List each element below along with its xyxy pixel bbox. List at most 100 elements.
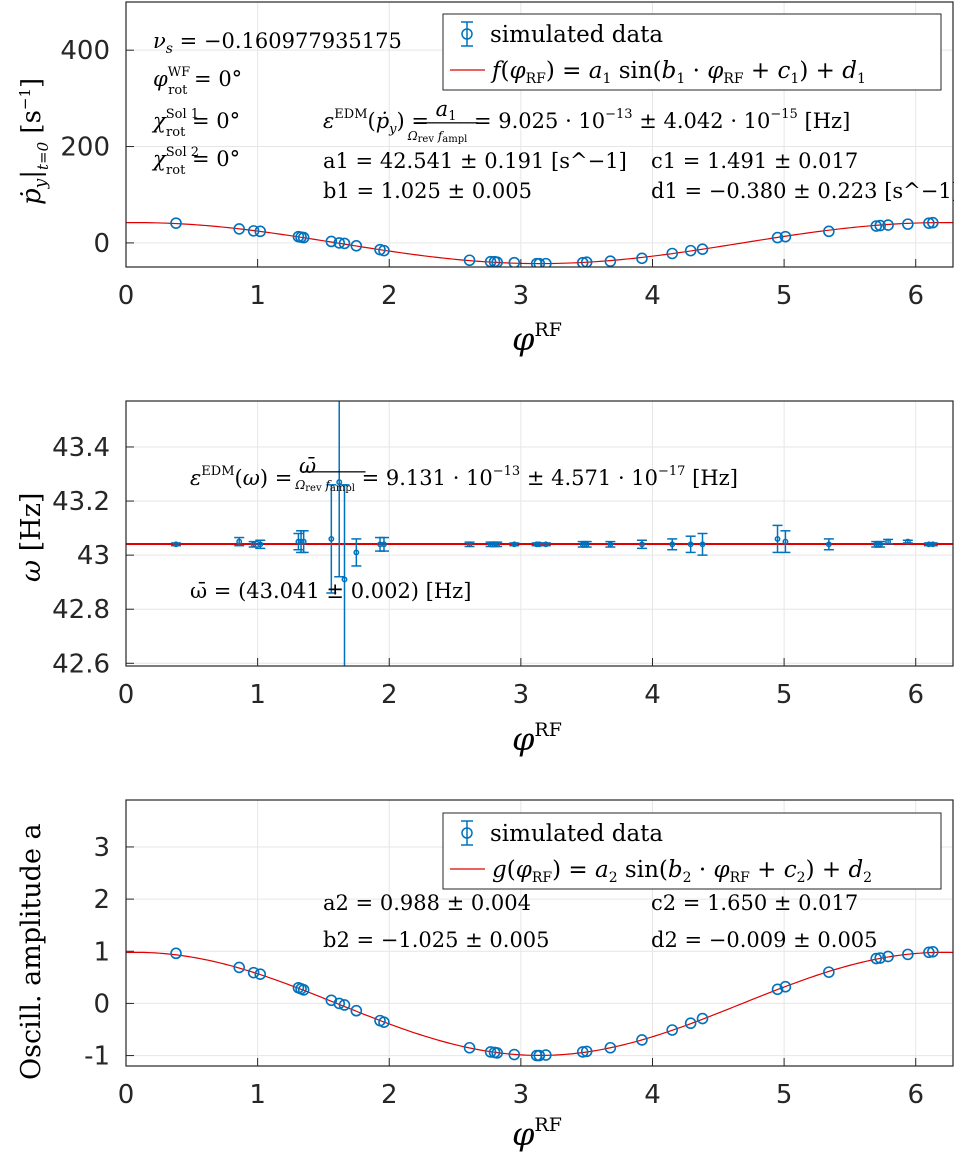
data-point: [533, 1049, 546, 1062]
marker: [233, 961, 245, 974]
data-point: [463, 1041, 476, 1054]
data-point: [326, 484, 337, 594]
annotation-c2: c2 = 1.650 ± 0.017: [651, 891, 858, 915]
y-tick-label: 3: [93, 833, 110, 863]
data-point: [338, 237, 351, 250]
x-tick-label: 6: [907, 1080, 924, 1110]
data-point: [170, 947, 182, 960]
data-point: [927, 216, 939, 229]
marker: [639, 541, 645, 548]
panel-1-legend: simulated data f(φRF) = a1 sin(b1 · φRF …: [442, 13, 942, 91]
data-point: [298, 530, 309, 554]
data-point: [247, 225, 260, 237]
legend-simulated-data-2: simulated data: [490, 821, 663, 847]
x-tick-label: 3: [513, 281, 530, 311]
panel-3-axes-box: [125, 799, 954, 1067]
data-point: [491, 1047, 503, 1059]
marker: [297, 984, 310, 996]
marker: [687, 541, 694, 548]
data-point: [666, 1024, 679, 1036]
marker: [536, 541, 543, 548]
data-point: [580, 256, 593, 267]
data-point: [923, 217, 935, 229]
y-tick-label: 43: [77, 541, 110, 571]
marker: [247, 225, 260, 237]
data-point: [923, 946, 935, 959]
y-tick-label: 200: [60, 133, 110, 163]
x-tick-label: 4: [644, 281, 661, 311]
marker: [173, 541, 179, 548]
marker: [484, 1046, 497, 1058]
data-point: [297, 984, 310, 996]
marker: [325, 235, 338, 248]
marker: [542, 541, 549, 548]
annotation-edm-pdot: εEDM(ṗy) = a1─────── Ωrev fampl = 9.025 ·…: [323, 97, 850, 145]
marker: [338, 999, 351, 1011]
data-point: [350, 240, 363, 252]
marker: [466, 541, 473, 548]
data-point: [902, 538, 913, 545]
marker: [696, 243, 709, 255]
data-point: [338, 999, 351, 1011]
legend-fit-g: g(φRF) = a2 sin(b2 · φRF + c2) + d2: [492, 857, 872, 886]
annotation-d1: d1 = −0.380 ± 0.223 [s^−1]: [651, 179, 954, 203]
annotation-edm-omega: εEDM(ω) = ω̄─────── Ωrev fampl = 9.131 · …: [190, 454, 738, 494]
panel-1-xlabel: φRF: [512, 319, 562, 358]
marker: [684, 244, 697, 257]
marker: [684, 1017, 697, 1030]
marker: [779, 980, 792, 993]
annotation-c1: c1 = 1.491 ± 0.017: [651, 149, 858, 173]
x-tick-label: 2: [381, 1080, 398, 1110]
legend-simulated-data: simulated data: [490, 22, 663, 48]
panel-2-omega: 0 1 2 3 4 5 6 42.6 42.8 43 43.2 43.4 φRF ω [Hz] εED…: [16, 400, 954, 758]
panel-3-legend: simulated data g(φRF) = a2 sin(b2 · φRF …: [442, 812, 942, 890]
marker: [247, 966, 260, 979]
legend-fit-f: f(φRF) = a1 sin(b1 · φRF + c1) + d1: [490, 58, 866, 87]
marker: [636, 252, 648, 265]
x-tick-label: 5: [776, 1080, 793, 1110]
marker: [583, 541, 590, 548]
marker: [874, 952, 886, 964]
marker: [580, 256, 593, 267]
data-point: [378, 244, 390, 257]
marker: [236, 538, 243, 545]
data-point: [779, 230, 792, 243]
x-tick-label: 3: [513, 680, 530, 710]
marker: [666, 247, 679, 260]
y-tick-label: 0: [93, 989, 110, 1019]
data-point: [685, 535, 696, 554]
marker: [771, 231, 784, 244]
marker: [254, 968, 267, 981]
data-point: [508, 1048, 521, 1061]
data-point: [464, 541, 475, 548]
data-point: [666, 247, 679, 260]
annotation-nu: νs = −0.160977935175: [153, 29, 402, 57]
data-point: [772, 524, 783, 554]
x-tick-label: 6: [907, 680, 924, 710]
x-tick-label: 3: [513, 1080, 530, 1110]
marker: [540, 257, 552, 267]
marker: [927, 216, 939, 229]
x-tick-label: 1: [249, 281, 266, 311]
data-point: [927, 541, 938, 548]
data-point: [248, 540, 259, 548]
marker: [902, 218, 914, 230]
annotation-a1: a1 = 42.541 ± 0.191 [s^−1]: [323, 149, 627, 173]
y-tick-label: 42.8: [52, 595, 110, 625]
y-tick-label: -1: [84, 1042, 110, 1072]
data-point: [771, 983, 784, 996]
marker: [508, 256, 521, 267]
data-point: [696, 243, 709, 255]
marker: [540, 1049, 552, 1061]
data-point: [636, 539, 647, 550]
marker: [254, 225, 267, 238]
data-point: [576, 256, 589, 267]
data-point: [333, 997, 346, 1010]
data-point: [484, 1046, 497, 1058]
annotation-a2: a2 = 0.988 ± 0.004: [323, 891, 531, 915]
data-point: [334, 401, 345, 578]
marker: [882, 219, 894, 231]
marker: [779, 230, 792, 243]
x-tick-label: 5: [776, 281, 793, 311]
